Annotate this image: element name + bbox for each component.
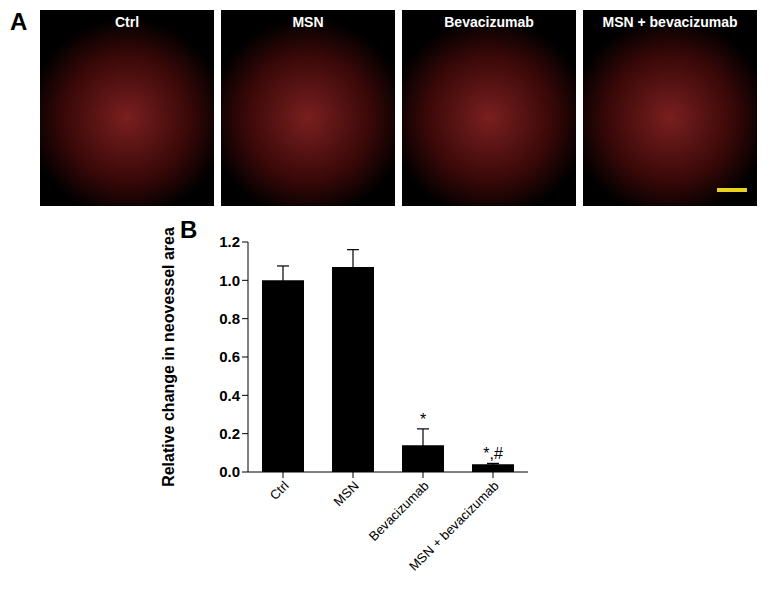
- html-text:B: B: [180, 216, 198, 243]
- svg-text:Bevacizumab: Bevacizumab: [366, 478, 432, 544]
- svg-text:Ctrl: Ctrl: [267, 478, 292, 503]
- html-text:A: A: [10, 8, 28, 35]
- svg-text:0.2: 0.2: [219, 425, 240, 442]
- html-text:Ctrl: Ctrl: [114, 14, 140, 30]
- svg-text:MSN: MSN: [331, 478, 362, 509]
- svg-text:Relative change in neovessel a: Relative change in neovessel area: [160, 227, 177, 487]
- svg-text:1.2: 1.2: [219, 233, 240, 250]
- svg-text:0.6: 0.6: [219, 348, 240, 365]
- html-text:MSN: MSN: [292, 14, 324, 30]
- svg-text:MSN + bevacizumab: MSN + bevacizumab: [406, 478, 502, 574]
- svg-text:*: *: [420, 411, 426, 428]
- svg-text:0.0: 0.0: [219, 463, 240, 480]
- svg-text:0.8: 0.8: [219, 310, 240, 327]
- svg-text:*,#: *,#: [483, 445, 503, 462]
- html-text:Bevacizumab: Bevacizumab: [444, 14, 534, 30]
- svg-text:0.4: 0.4: [219, 387, 241, 404]
- html-text:MSN + bevacizumab: MSN + bevacizumab: [602, 14, 738, 30]
- svg-text:1.0: 1.0: [219, 272, 240, 289]
